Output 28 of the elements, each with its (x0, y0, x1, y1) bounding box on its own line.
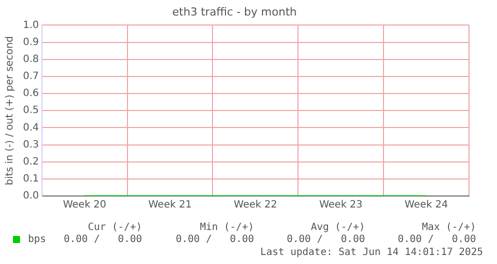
text: Min (-/+) (200, 222, 254, 233)
y-tick-label: 0.4 (22, 122, 39, 134)
text: Last update: Sat Jun 14 14:01:17 2025 (260, 247, 483, 258)
y-tick-label: 0.7 (22, 71, 39, 82)
text: 0.00 / 0.00 (64, 234, 142, 245)
text: 0.00 / 0.00 (286, 234, 365, 245)
y-tick-label: 0.8 (22, 54, 39, 65)
y-tick-label: 0.5 (22, 105, 39, 116)
x-tick-label: Week 22 (234, 200, 278, 211)
y-tick-label: 0.6 (22, 88, 39, 100)
legend-label: bps (28, 234, 46, 245)
chart-title: eth3 traffic - by month (172, 5, 297, 18)
x-tick-label: Week 23 (319, 200, 363, 211)
x-tick-label: Week 24 (404, 200, 448, 211)
text: 0.00 / 0.00 (176, 234, 254, 245)
y-tick-label: 0.3 (22, 139, 39, 150)
text: Avg (-/+) (310, 222, 365, 233)
y-tick-label: 1.0 (22, 20, 39, 31)
text: Cur (-/+) (88, 222, 142, 233)
text: 0.00 / 0.00 (398, 234, 476, 245)
y-tick-label: 0.0 (22, 190, 39, 202)
y-tick-label: 0.1 (22, 174, 39, 185)
y-axis-title: bits in (-) / out (+) per second (4, 36, 16, 186)
text: Max (-/+) (422, 222, 476, 233)
y-tick-label: 0.9 (22, 36, 39, 48)
y-tick-label: 0.2 (22, 156, 39, 168)
x-tick-label: Week 21 (148, 200, 192, 211)
x-tick-label: Week 20 (62, 200, 106, 211)
